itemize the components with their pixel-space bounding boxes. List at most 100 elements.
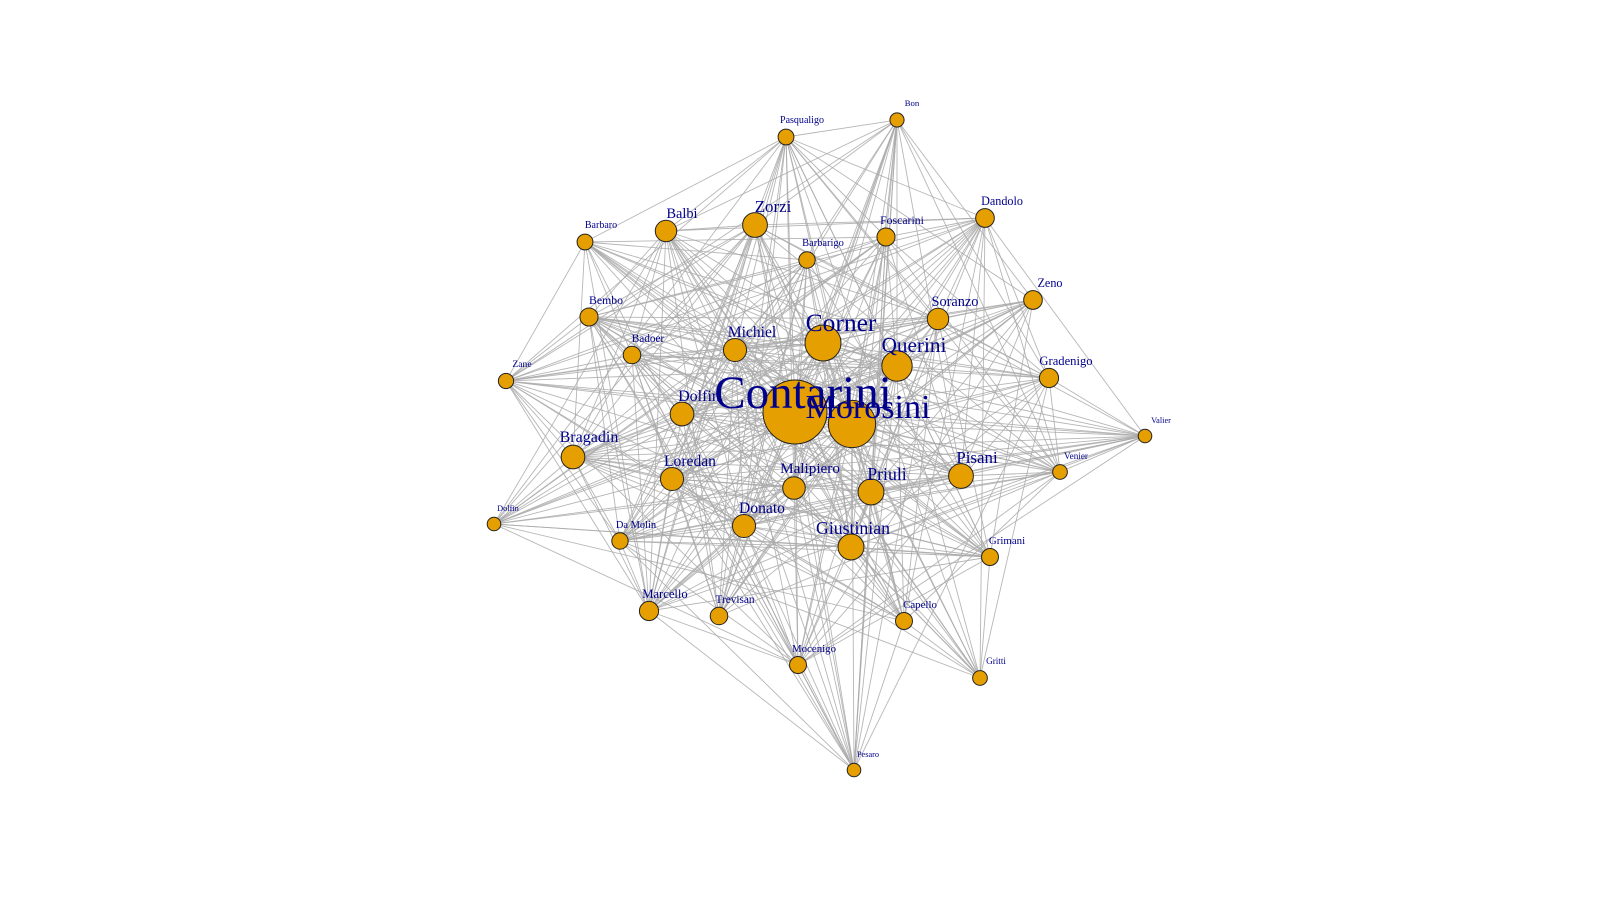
node-dandolo[interactable]: [975, 208, 995, 228]
node-label-priuli: Priuli: [867, 464, 907, 484]
edge-soranzo-pesaro: [853, 318, 939, 771]
edge-foscarini-dolfin_small: [493, 236, 887, 525]
node-zane[interactable]: [497, 372, 515, 390]
node-label-corner: Corner: [806, 308, 877, 337]
edge-marcello-badoer: [631, 354, 650, 612]
edge-bembo-barbarigo: [588, 259, 808, 318]
node-bembo[interactable]: [579, 307, 599, 327]
edge-mocenigo-grimani: [797, 556, 991, 666]
edge-balbi-dolfin_small: [493, 230, 667, 525]
edge-gradenigo-gritti: [979, 377, 1050, 679]
node-grimani[interactable]: [981, 548, 999, 566]
edge-marcello-barbarigo: [648, 259, 808, 612]
node-bragadin[interactable]: [560, 444, 586, 470]
node-malipiero[interactable]: [782, 476, 806, 500]
edge-querini-bragadin: [572, 365, 898, 458]
node-contarini[interactable]: [762, 379, 828, 445]
edge-malipiero-zeno: [793, 299, 1034, 489]
node-priuli[interactable]: [857, 478, 885, 506]
edge-grimani-gritti: [979, 556, 991, 679]
node-soranzo[interactable]: [926, 307, 950, 331]
edge-soranzo-capello: [903, 318, 939, 622]
edge-pisani-marcello: [648, 475, 962, 612]
edge-priuli-badoer: [631, 354, 872, 493]
edge-giustinian-zane: [505, 380, 852, 548]
edge-dandolo-gritti: [979, 217, 986, 679]
edge-bragadin-damolin: [572, 456, 621, 542]
edge-gradenigo-dolfin_small: [493, 377, 1050, 525]
edge-marcello-pesaro: [648, 610, 855, 771]
node-mocenigo[interactable]: [789, 656, 807, 674]
node-damolin[interactable]: [611, 532, 629, 550]
node-giustinian[interactable]: [837, 533, 865, 561]
edge-pasqualigo-bon: [785, 119, 898, 138]
node-zeno[interactable]: [1023, 290, 1043, 310]
edge-zorzi-bembo: [588, 224, 756, 318]
node-pasqualigo[interactable]: [777, 128, 795, 146]
edge-donato-bon: [743, 119, 898, 527]
node-foscarini[interactable]: [876, 227, 896, 247]
edge-pasqualigo-zane: [505, 136, 787, 382]
edge-gradenigo-bon: [896, 119, 1050, 379]
edge-gradenigo-venier: [1048, 377, 1061, 473]
node-label-venier: Venier: [1064, 451, 1088, 461]
edge-barbaro-zane: [505, 241, 586, 382]
node-gradenigo[interactable]: [1038, 367, 1060, 389]
edge-dolfin-venier: [681, 413, 1061, 473]
node-dolfin_small[interactable]: [486, 516, 502, 532]
edge-pisani-zeno: [960, 299, 1034, 477]
node-pisani[interactable]: [948, 463, 974, 489]
edge-loredan-valier: [671, 435, 1146, 480]
edge-giustinian-venier: [850, 471, 1061, 548]
node-michiel[interactable]: [722, 337, 748, 363]
node-valier[interactable]: [1137, 428, 1153, 444]
node-barbarigo[interactable]: [798, 251, 816, 269]
node-capello[interactable]: [895, 612, 913, 630]
node-label-zane: Zane: [512, 359, 531, 370]
node-zorzi[interactable]: [742, 212, 768, 238]
edge-foscarini-pasqualigo: [785, 136, 887, 238]
node-marcello[interactable]: [638, 600, 660, 622]
node-badoer[interactable]: [622, 345, 642, 365]
node-gritti[interactable]: [972, 670, 988, 686]
node-loredan[interactable]: [659, 466, 685, 492]
node-layer: [486, 112, 1153, 778]
node-morosini[interactable]: [827, 399, 877, 449]
edge-balbi-dandolo: [665, 217, 986, 232]
edge-priuli-grimani: [870, 491, 991, 558]
edge-marcello-mocenigo: [648, 610, 799, 666]
node-dolfin[interactable]: [669, 401, 695, 427]
edge-mocenigo-zane: [505, 380, 799, 666]
edge-grimani-damolin: [619, 540, 991, 558]
edge-grimani-dolfin_small: [493, 523, 991, 558]
edge-venier-bon: [896, 119, 1061, 473]
edge-querini-gradenigo: [896, 365, 1050, 379]
node-querini[interactable]: [881, 350, 913, 382]
edge-donato-dandolo: [743, 217, 986, 527]
node-pesaro[interactable]: [846, 762, 862, 778]
edge-valier-dolfin_small: [493, 435, 1146, 525]
edge-pasqualigo-gritti: [785, 136, 981, 679]
node-venier[interactable]: [1052, 464, 1068, 480]
node-label-giustinian: Giustinian: [816, 518, 890, 538]
edge-donato-grimani: [743, 525, 991, 558]
edge-querini-gritti: [896, 365, 981, 679]
edge-bembo-mocenigo: [588, 316, 799, 666]
edge-gradenigo-damolin: [619, 377, 1050, 542]
edge-zeno-bon: [896, 119, 1034, 301]
edge-donato-pesaro: [743, 525, 855, 771]
node-balbi[interactable]: [654, 219, 678, 243]
node-bon[interactable]: [889, 112, 905, 128]
edge-bragadin-zane: [505, 380, 574, 458]
node-donato[interactable]: [731, 513, 757, 539]
edge-badoer-barbarigo: [631, 259, 808, 356]
node-trevisan[interactable]: [709, 606, 729, 626]
node-barbaro[interactable]: [576, 233, 594, 251]
node-corner[interactable]: [804, 324, 842, 362]
edge-querini-barbaro: [584, 241, 898, 367]
edge-pasqualigo-dolfin_small: [493, 136, 787, 525]
edge-damolin-gritti: [619, 540, 981, 679]
edge-grimani-barbarigo: [806, 259, 991, 558]
edge-foscarini-venier: [885, 236, 1061, 473]
edge-malipiero-pesaro: [793, 487, 855, 771]
